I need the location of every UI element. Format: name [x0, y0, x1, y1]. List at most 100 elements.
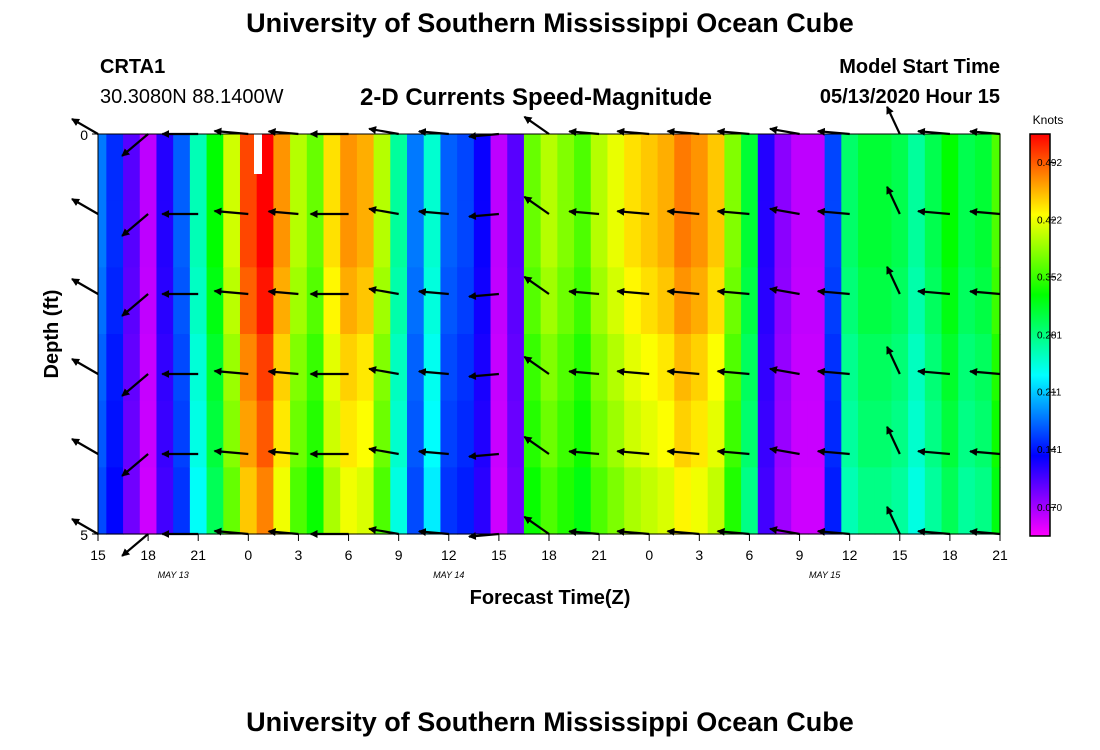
heatmap-cell — [139, 400, 158, 468]
heatmap-cell — [106, 200, 124, 268]
heatmap-cell — [824, 400, 842, 468]
current-vector — [71, 358, 99, 375]
heatmap-cell — [123, 467, 141, 535]
current-vector — [969, 288, 1001, 296]
heatmap-cell — [674, 200, 692, 268]
current-vector — [267, 208, 299, 216]
heatmap-cell — [624, 467, 642, 535]
heatmap-cell — [741, 334, 759, 402]
heatmap-cell — [557, 134, 575, 202]
heatmap-cell — [791, 267, 809, 335]
heatmap-cell — [223, 267, 241, 335]
heatmap-cell — [457, 467, 475, 535]
heatmap-cell — [206, 467, 224, 535]
heatmap-cell — [156, 334, 174, 402]
heatmap-cell — [791, 334, 809, 402]
heatmap-cell — [273, 400, 291, 468]
heatmap-cell — [98, 334, 107, 402]
current-vector — [616, 207, 650, 216]
heatmap-cell — [958, 467, 976, 535]
heatmap-cell — [908, 467, 926, 535]
heatmap-cell — [173, 467, 191, 535]
heatmap-cell — [106, 467, 124, 535]
heatmap-cell — [473, 200, 492, 268]
heatmap-cell — [924, 267, 943, 335]
heatmap-cell — [123, 200, 141, 268]
heatmap-cell — [373, 267, 391, 335]
heatmap-cell — [958, 267, 976, 335]
heatmap-cell — [707, 267, 725, 335]
heatmap-cell — [607, 334, 625, 402]
heatmap-cell — [924, 400, 943, 468]
heatmap-cell — [373, 400, 391, 468]
heatmap-cell — [523, 467, 542, 535]
station-coordinates: 30.3080N 88.1400W — [100, 86, 284, 108]
heatmap-cell — [657, 334, 675, 402]
heatmap-cell — [390, 334, 408, 402]
heatmap-cell — [807, 400, 826, 468]
heatmap-cell — [824, 334, 842, 402]
heatmap-cell — [958, 200, 976, 268]
heatmap-cell — [356, 267, 375, 335]
heatmap-cell — [774, 267, 792, 335]
current-vector — [523, 355, 550, 375]
heatmap-cell — [356, 134, 375, 202]
current-vector — [886, 345, 901, 375]
x-axis-label: Forecast Time(Z) — [470, 587, 631, 609]
heatmap-cell — [139, 134, 158, 202]
colorbar-tick-label: 0.211 — [1037, 388, 1062, 399]
heatmap-cell — [273, 200, 291, 268]
heatmap-cell — [657, 467, 675, 535]
x-tick-label: 6 — [746, 547, 754, 563]
heatmap-cell — [574, 467, 592, 535]
heatmap-cell — [690, 400, 709, 468]
heatmap-cell — [507, 267, 525, 335]
x-tick-label: 21 — [992, 547, 1008, 563]
heatmap-cell — [624, 334, 642, 402]
heatmap-cell — [941, 467, 959, 535]
current-vector — [368, 366, 399, 376]
heatmap-cell — [791, 400, 809, 468]
heatmap-cell — [791, 134, 809, 202]
heatmap-cell — [607, 200, 625, 268]
currents-chart: 15 18 21 0 3 6 9 12 15 18 21 0 3 6 9 12 15 18 21 0 5 Depth… — [41, 105, 1063, 609]
current-vector — [121, 293, 149, 317]
heatmap-cell — [407, 467, 425, 535]
heatmap-cell — [290, 467, 308, 535]
heatmap-cell — [891, 400, 909, 468]
heatmap-cell — [507, 400, 525, 468]
heatmap-cell — [674, 134, 692, 202]
heatmap-cell — [707, 200, 725, 268]
heatmap-cell — [724, 400, 742, 468]
heatmap-cell — [523, 134, 542, 202]
current-vector — [121, 213, 149, 237]
current-vector — [417, 448, 449, 456]
heatmap-cell — [98, 200, 107, 268]
heatmap-cell — [373, 134, 391, 202]
heatmap-cell — [223, 134, 241, 202]
heatmap-cell — [690, 334, 709, 402]
current-vector — [716, 207, 750, 216]
heatmap-cell — [290, 200, 308, 268]
heatmap-cell — [657, 267, 675, 335]
current-vector — [917, 207, 950, 216]
heatmap-cell — [674, 334, 692, 402]
current-vector — [468, 292, 499, 300]
colorbar: Knots 0.492 0.422 0.352 0.281 0.211 0.141 0.07… — [1029, 113, 1063, 537]
current-vector — [213, 447, 249, 456]
heatmap-cell — [156, 267, 174, 335]
heatmap-cell — [123, 267, 141, 335]
heatmap-cell — [657, 400, 675, 468]
current-vector — [716, 367, 750, 376]
current-vector — [616, 447, 650, 456]
current-vector — [769, 126, 800, 136]
heatmap-cell — [624, 134, 642, 202]
heatmap-cell — [189, 467, 208, 535]
current-vector — [523, 115, 550, 135]
heatmap-cell — [256, 267, 274, 335]
current-vector — [368, 286, 399, 296]
current-vector — [616, 367, 650, 376]
current-vector — [886, 425, 901, 455]
current-vector — [886, 185, 901, 215]
current-vector — [523, 515, 550, 535]
